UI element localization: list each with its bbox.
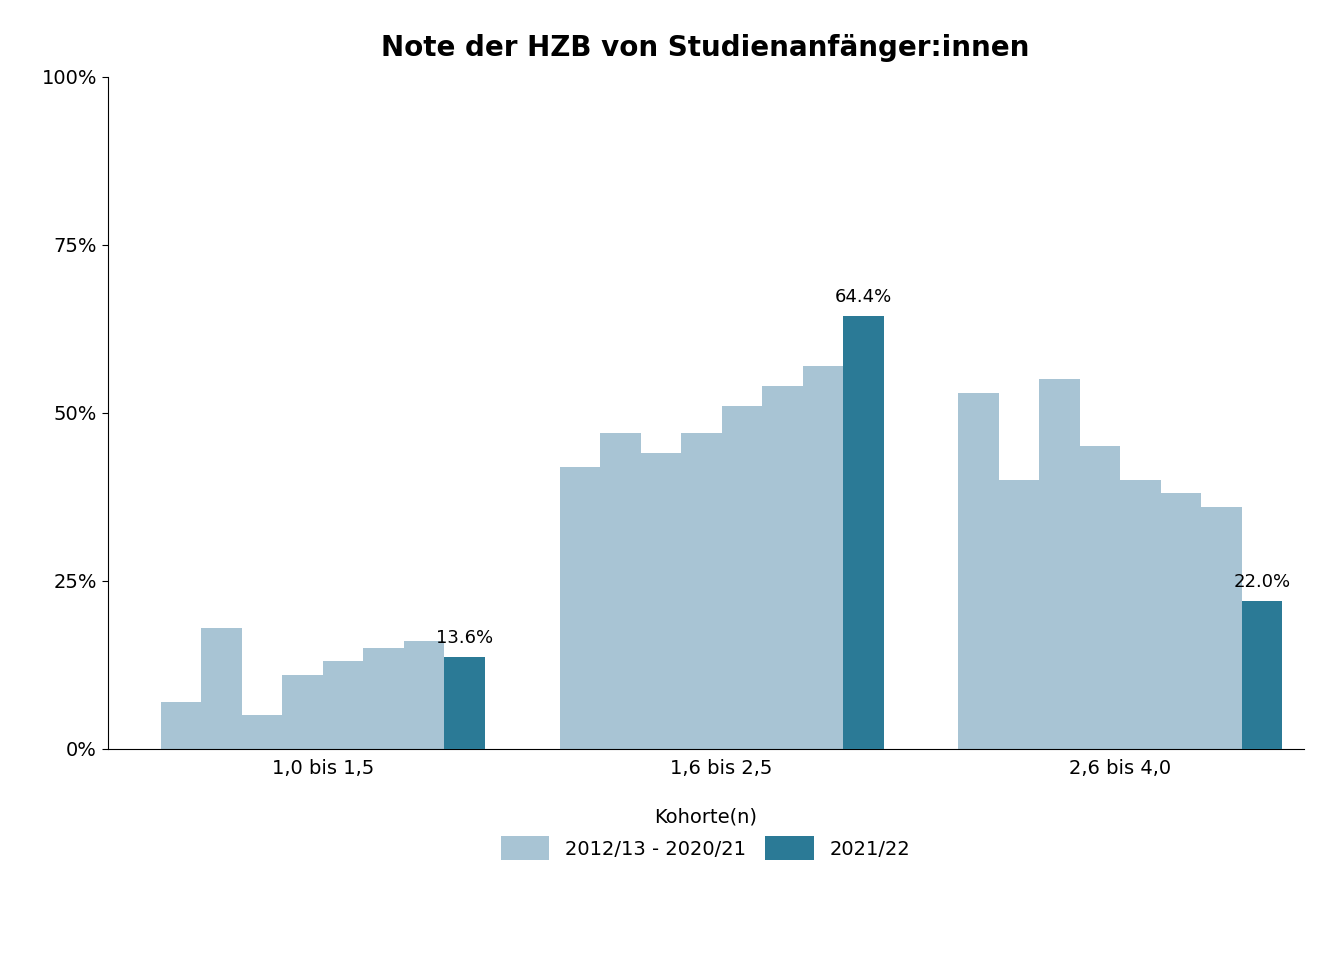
- Bar: [445, 658, 485, 749]
- Bar: [1121, 480, 1161, 749]
- Bar: [999, 480, 1039, 749]
- Bar: [641, 453, 681, 749]
- Text: 22.0%: 22.0%: [1234, 573, 1290, 590]
- Bar: [681, 433, 722, 749]
- Bar: [405, 641, 445, 749]
- Text: 13.6%: 13.6%: [435, 630, 493, 647]
- Bar: [1039, 379, 1079, 749]
- Bar: [722, 406, 762, 749]
- Bar: [363, 648, 405, 749]
- Text: 64.4%: 64.4%: [835, 288, 892, 306]
- Bar: [161, 702, 202, 749]
- Bar: [242, 715, 282, 749]
- Title: Note der HZB von Studienanfänger:innen: Note der HZB von Studienanfänger:innen: [382, 34, 1030, 62]
- Bar: [1079, 446, 1121, 749]
- Bar: [282, 675, 323, 749]
- Bar: [958, 393, 999, 749]
- Bar: [1161, 493, 1202, 749]
- Bar: [1202, 507, 1242, 749]
- Bar: [762, 386, 802, 749]
- Bar: [599, 433, 641, 749]
- Bar: [202, 628, 242, 749]
- Bar: [559, 467, 599, 749]
- Bar: [1242, 601, 1282, 749]
- Bar: [843, 316, 883, 749]
- Bar: [802, 366, 843, 749]
- Legend: 2012/13 - 2020/21, 2021/22: 2012/13 - 2020/21, 2021/22: [501, 807, 910, 860]
- Bar: [323, 661, 363, 749]
